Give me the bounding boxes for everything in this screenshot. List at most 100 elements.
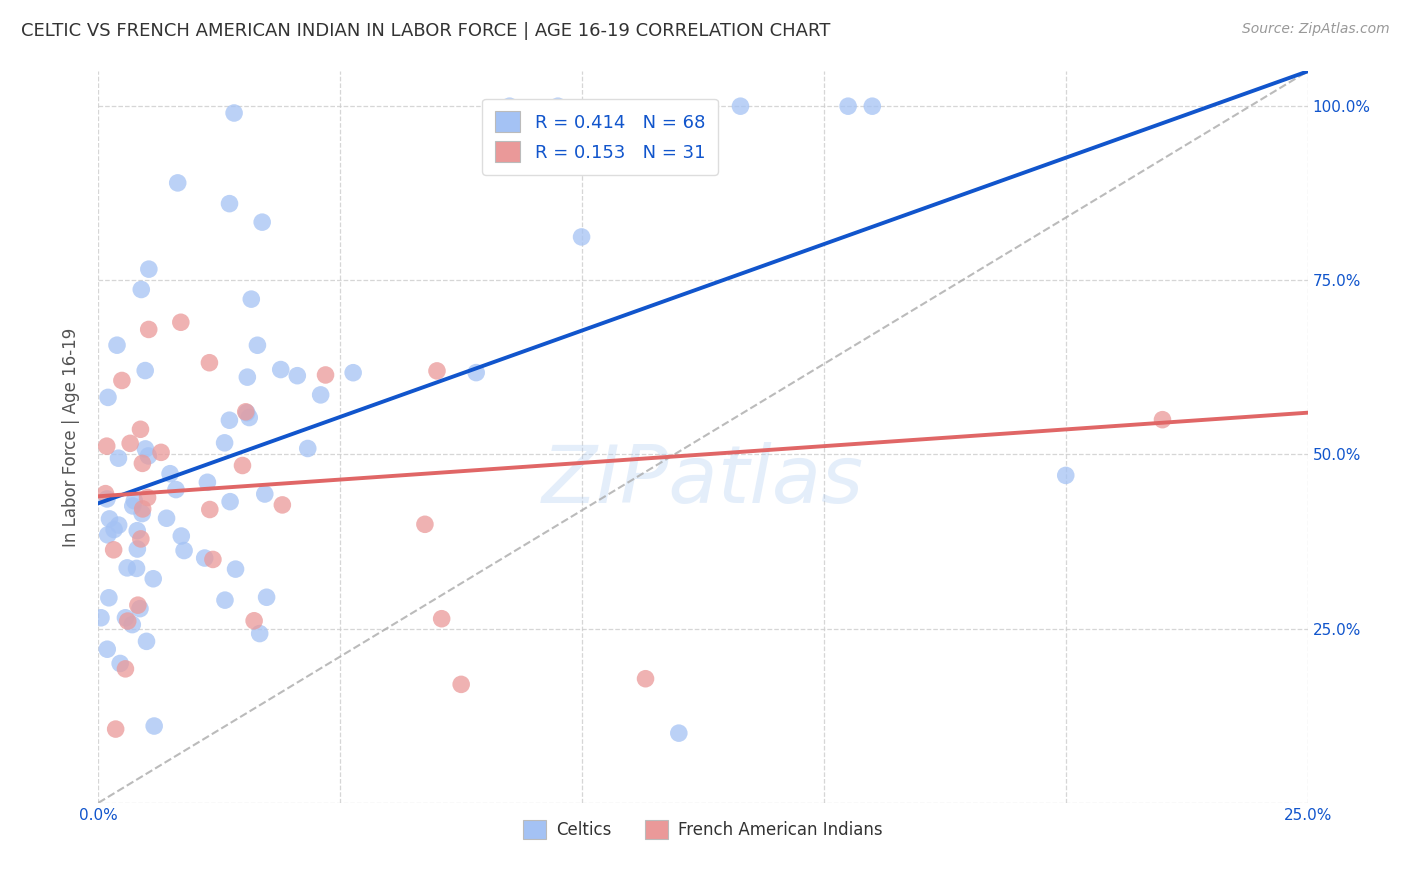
Point (108, 657, 131, 671)
Point (127, 541, 149, 556)
Point (131, 456, 153, 470)
Point (104, 722, 127, 736)
Point (105, 338, 128, 352)
Point (121, 499, 143, 513)
Text: CELTIC VS FRENCH AMERICAN INDIAN IN LABOR FORCE | AGE 16-19 CORRELATION CHART: CELTIC VS FRENCH AMERICAN INDIAN IN LABO… (21, 22, 831, 40)
Point (124, 493, 146, 508)
Point (498, 99, 520, 113)
Point (309, 388, 332, 402)
Point (271, 498, 294, 512)
Point (114, 611, 136, 625)
Point (246, 338, 269, 352)
Point (138, 449, 160, 463)
Point (131, 502, 153, 516)
Point (1054, 468, 1077, 483)
Point (129, 601, 152, 615)
Point (219, 494, 242, 508)
Point (450, 677, 472, 691)
Point (170, 529, 193, 543)
Point (571, 230, 593, 244)
Point (103, 523, 125, 537)
Point (236, 406, 259, 420)
Point (117, 614, 139, 628)
Point (138, 262, 160, 277)
Point (107, 451, 129, 466)
Point (136, 491, 159, 505)
Point (129, 532, 152, 546)
Point (235, 405, 257, 419)
Point (155, 511, 177, 525)
Point (121, 617, 143, 632)
Point (134, 442, 156, 456)
Point (253, 487, 276, 501)
Point (120, 436, 142, 450)
Point (231, 458, 253, 473)
Point (238, 410, 260, 425)
Point (134, 363, 156, 377)
Point (96, 642, 118, 657)
Point (170, 315, 193, 329)
Point (138, 322, 160, 336)
Point (96, 491, 118, 506)
Point (127, 524, 149, 538)
Point (250, 215, 273, 229)
Point (97, 528, 120, 542)
Point (97, 391, 120, 405)
Point (115, 561, 138, 575)
Point (131, 507, 153, 521)
Point (243, 614, 266, 628)
Point (256, 591, 278, 605)
Point (342, 366, 364, 380)
Point (214, 593, 236, 607)
Point (860, 99, 883, 113)
Point (103, 542, 125, 557)
Point (129, 422, 152, 436)
Point (150, 445, 173, 459)
Point (94, 486, 117, 500)
Point (236, 370, 259, 384)
Point (634, 672, 657, 686)
Point (218, 196, 240, 211)
Point (297, 442, 319, 456)
Y-axis label: In Labor Force | Age 16-19: In Labor Force | Age 16-19 (62, 327, 80, 547)
Point (90, 611, 112, 625)
Point (547, 99, 569, 113)
Point (430, 612, 453, 626)
Legend: Celtics, French American Indians: Celtics, French American Indians (516, 814, 890, 846)
Point (225, 562, 247, 576)
Point (114, 662, 136, 676)
Point (214, 435, 236, 450)
Point (197, 475, 219, 490)
Point (426, 364, 449, 378)
Point (142, 572, 165, 586)
Point (97, 591, 120, 605)
Point (249, 626, 271, 640)
Point (198, 356, 221, 370)
Point (465, 366, 488, 380)
Point (165, 483, 187, 497)
Point (222, 106, 245, 120)
Text: Source: ZipAtlas.com: Source: ZipAtlas.com (1241, 22, 1389, 37)
Point (668, 726, 690, 740)
Point (198, 502, 221, 516)
Point (270, 362, 292, 376)
Point (127, 598, 149, 612)
Point (129, 283, 152, 297)
Point (315, 368, 337, 382)
Point (159, 467, 181, 481)
Point (194, 551, 217, 566)
Point (218, 413, 240, 427)
Point (96, 439, 118, 453)
Point (201, 552, 224, 566)
Point (285, 368, 308, 383)
Point (1152, 412, 1174, 426)
Point (135, 634, 157, 648)
Point (837, 99, 859, 113)
Point (173, 543, 195, 558)
Point (240, 292, 263, 306)
Point (107, 518, 129, 533)
Point (111, 374, 134, 388)
Point (125, 561, 148, 575)
Point (413, 517, 436, 532)
Text: ZIPatlas: ZIPatlas (541, 442, 865, 520)
